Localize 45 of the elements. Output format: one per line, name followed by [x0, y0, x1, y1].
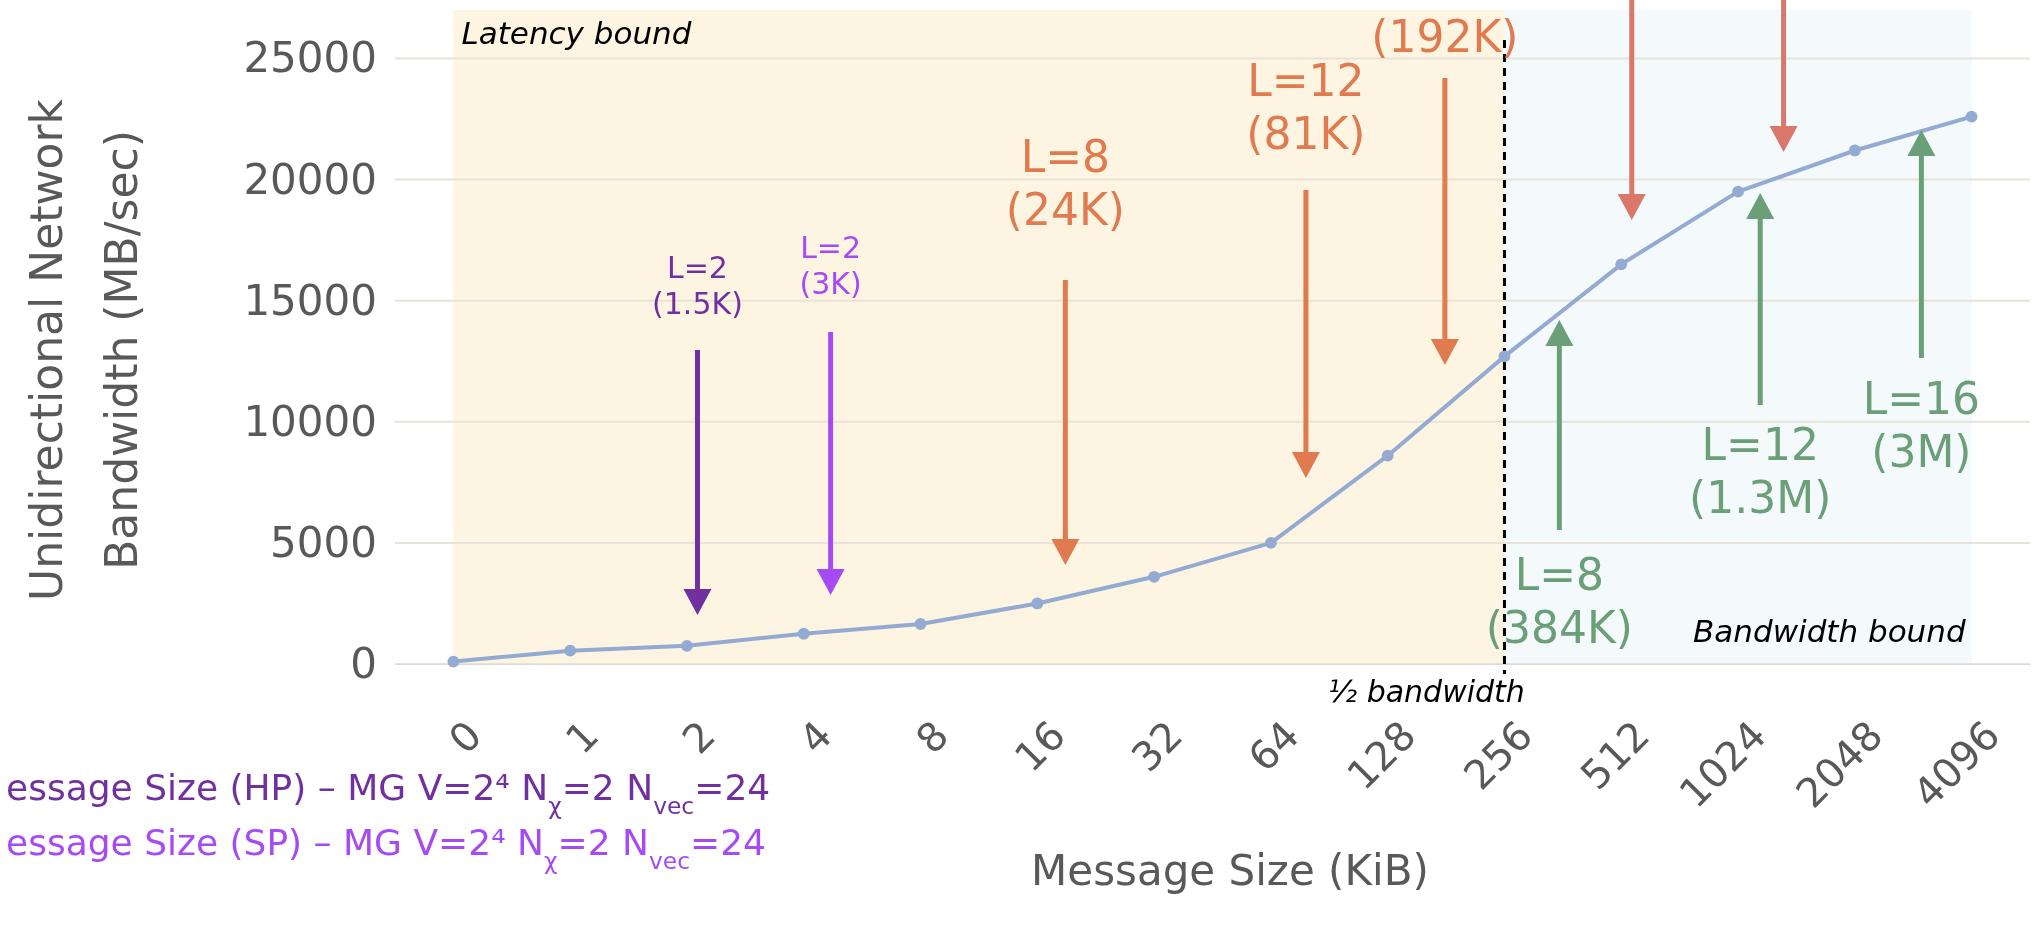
point: [1264, 536, 1277, 549]
band-label: Bandwidth bound: [1693, 613, 1966, 649]
x-tick-label: 1: [556, 711, 608, 763]
point: [1031, 597, 1044, 610]
x-tick-label: 4: [790, 711, 841, 763]
y-tick-label: 25000: [243, 33, 377, 83]
point: [1148, 570, 1161, 583]
text: essage Size (HP) – MG V=2⁴ N$_{χ}$=2 N$_{vec}$=24: [6, 767, 771, 820]
annotation: L=16 (3M): [1862, 373, 1981, 477]
point: [681, 639, 693, 652]
annotation: L=2 (1.5K): [652, 250, 743, 321]
x-tick-label: 512: [1571, 711, 1659, 799]
annotation: L=12 (1.3M): [1689, 419, 1832, 523]
annotation: L=12 (81K): [1246, 55, 1366, 159]
y-tick-label: 10000: [243, 396, 377, 446]
x-tick-label: 16: [1005, 711, 1075, 781]
point: [1965, 110, 1978, 123]
point: [447, 655, 460, 668]
y-axis-title: Unidirectional Network Bandwidth (MB/sec): [21, 98, 147, 602]
text: essage Size (SP) – MG V=2⁴ N$_{χ}$=2 N$_{vec}$=24: [6, 822, 766, 875]
x-tick-label: 128: [1338, 711, 1425, 799]
ref-line-label: ½ bandwidth: [1328, 674, 1525, 709]
point: [564, 644, 577, 657]
annotation: L=2 (3K): [799, 230, 862, 301]
annotation: L=8 (384K): [1485, 549, 1633, 653]
y-tick-label: 0: [350, 638, 377, 688]
y-tick-label: 20000: [243, 154, 377, 204]
point: [1498, 350, 1511, 363]
y-tick-label: 5000: [270, 517, 377, 567]
point: [1732, 185, 1744, 198]
point: [1848, 144, 1861, 157]
point: [797, 627, 810, 640]
x-tick-label: 32: [1122, 711, 1191, 781]
x-tick-label: 2: [673, 711, 724, 763]
y-tick-label: 15000: [243, 275, 377, 325]
x-tick-label: 8: [906, 711, 958, 763]
point: [1615, 258, 1628, 271]
band-label: Latency bound: [461, 15, 692, 51]
x-axis-title: Message Size (KiB): [1031, 846, 1429, 895]
x-tick-label: 64: [1239, 711, 1308, 781]
point: [914, 618, 927, 630]
point: [1381, 449, 1394, 462]
annotation: (192K): [1371, 11, 1519, 62]
x-tick-label: 0: [439, 711, 491, 763]
annotation: L=8 (24K): [1005, 131, 1125, 235]
